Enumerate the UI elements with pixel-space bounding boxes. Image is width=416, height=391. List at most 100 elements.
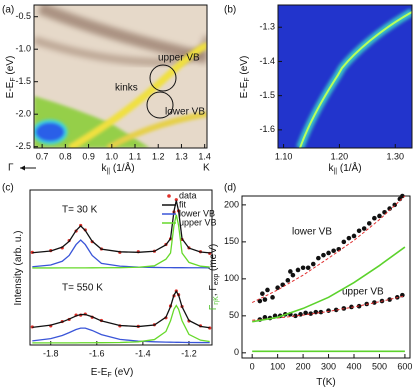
y-tick-label: -0.5 bbox=[15, 11, 31, 21]
curve bbox=[32, 290, 210, 329]
axis-label: T(K) bbox=[316, 377, 335, 388]
label-text: Γ bbox=[208, 304, 219, 310]
arpes-image-a bbox=[34, 5, 207, 148]
data-point bbox=[308, 311, 314, 316]
label-text: , Γ bbox=[208, 285, 219, 297]
label-text: E-E bbox=[91, 367, 108, 378]
legend-label: fit bbox=[179, 199, 187, 209]
data-point bbox=[326, 308, 331, 313]
subscript: || bbox=[333, 168, 337, 175]
arpes-image-b bbox=[278, 5, 412, 148]
label-text: (eV) bbox=[5, 56, 16, 78]
data-point bbox=[265, 287, 270, 293]
x-tick-label: 0.8 bbox=[59, 151, 72, 161]
subscript: F bbox=[10, 77, 17, 81]
x-tick-label: 100 bbox=[270, 361, 285, 371]
axis-label: E-EF (eV) bbox=[5, 56, 18, 99]
x-tick-label: 0.7 bbox=[36, 151, 49, 161]
subscript: || bbox=[106, 168, 110, 175]
series-label: upper VB bbox=[342, 287, 384, 298]
y-tick-label: 200 bbox=[224, 199, 239, 209]
data-point bbox=[275, 285, 280, 291]
y-tick-label: 0 bbox=[234, 347, 239, 357]
data-point bbox=[270, 295, 275, 300]
subscript: F bbox=[107, 372, 111, 379]
x-tick-label: 1.30 bbox=[386, 151, 404, 161]
x-tick-label: 1.2 bbox=[152, 151, 165, 161]
panel-label: (a) bbox=[2, 5, 14, 16]
data-point bbox=[260, 291, 265, 296]
data-point bbox=[372, 300, 377, 305]
series-label: lower VB bbox=[292, 227, 332, 238]
label-text: k bbox=[101, 163, 107, 174]
annotation: kinks bbox=[115, 83, 138, 94]
data-point bbox=[341, 239, 347, 245]
panel-annotation: T= 30 K bbox=[62, 205, 98, 216]
subscript: exp bbox=[213, 274, 220, 285]
data-point bbox=[293, 313, 298, 319]
data-point bbox=[295, 267, 301, 273]
annotation: lower VB bbox=[165, 107, 205, 118]
panel-label: (c) bbox=[2, 183, 14, 194]
y-tick-label: 100 bbox=[224, 273, 239, 283]
plot-frame bbox=[29, 189, 213, 346]
label-text: (meV) bbox=[208, 244, 219, 274]
data-point bbox=[361, 226, 367, 231]
data-point bbox=[333, 307, 339, 313]
y-tick-label: -1.4 bbox=[259, 56, 275, 66]
curve bbox=[32, 214, 210, 269]
direction-label: Γ bbox=[8, 163, 14, 174]
data-point bbox=[288, 269, 293, 274]
data-point bbox=[377, 213, 382, 219]
label-text: Intensity (arb. u.) bbox=[13, 230, 24, 305]
label-text: E-E bbox=[239, 81, 250, 98]
data-point bbox=[356, 228, 362, 234]
label-text: (eV) bbox=[239, 56, 250, 78]
legend-label: upper VB bbox=[179, 217, 217, 227]
plot-frame bbox=[277, 4, 413, 149]
data-point bbox=[321, 252, 326, 258]
legend-label: data bbox=[179, 190, 197, 200]
data-point bbox=[318, 309, 324, 315]
y-tick-label: -1.0 bbox=[15, 44, 31, 54]
x-tick-label: -1.2 bbox=[181, 348, 197, 358]
label-text: T(K) bbox=[316, 377, 335, 388]
x-tick-label: 1.0 bbox=[106, 151, 119, 161]
data-point bbox=[387, 297, 392, 302]
data-point bbox=[305, 265, 311, 271]
model-line bbox=[252, 246, 406, 323]
data-point bbox=[331, 248, 336, 254]
data-point bbox=[262, 315, 268, 320]
y-tick-label: 50 bbox=[229, 310, 239, 320]
data-point bbox=[174, 198, 178, 202]
y-tick-label: -2.5 bbox=[15, 141, 31, 151]
x-tick-label: 400 bbox=[346, 361, 361, 371]
curve bbox=[32, 327, 210, 344]
subscript: F bbox=[244, 77, 251, 81]
curve bbox=[32, 200, 210, 254]
data-point bbox=[310, 261, 316, 267]
direction-label: K bbox=[203, 163, 210, 174]
data-point bbox=[303, 310, 308, 316]
x-tick-label: 600 bbox=[397, 361, 412, 371]
subscript: ηK bbox=[213, 296, 220, 305]
data-point bbox=[346, 235, 352, 241]
x-tick-label: 1.1 bbox=[129, 151, 142, 161]
data-point bbox=[372, 215, 377, 221]
label-text: (eV) bbox=[112, 367, 134, 378]
y-tick-label: -1.5 bbox=[259, 90, 275, 100]
x-tick-label: 200 bbox=[296, 361, 311, 371]
data-point bbox=[300, 265, 306, 271]
data-point bbox=[366, 221, 372, 226]
data-point bbox=[262, 297, 268, 302]
label-text: k bbox=[328, 163, 334, 174]
x-tick-label: 0.9 bbox=[82, 151, 95, 161]
y-tick-label: -2.0 bbox=[15, 109, 31, 119]
x-tick-label: 1.3 bbox=[175, 151, 188, 161]
x-tick-label: 300 bbox=[321, 361, 336, 371]
x-tick-label: -1.4 bbox=[135, 348, 151, 358]
axis-label: E-EF (eV) bbox=[239, 56, 252, 99]
y-tick-label: -1.6 bbox=[259, 124, 275, 134]
x-tick-label: 1.10 bbox=[275, 151, 293, 161]
x-tick-label: 1.20 bbox=[331, 151, 349, 161]
